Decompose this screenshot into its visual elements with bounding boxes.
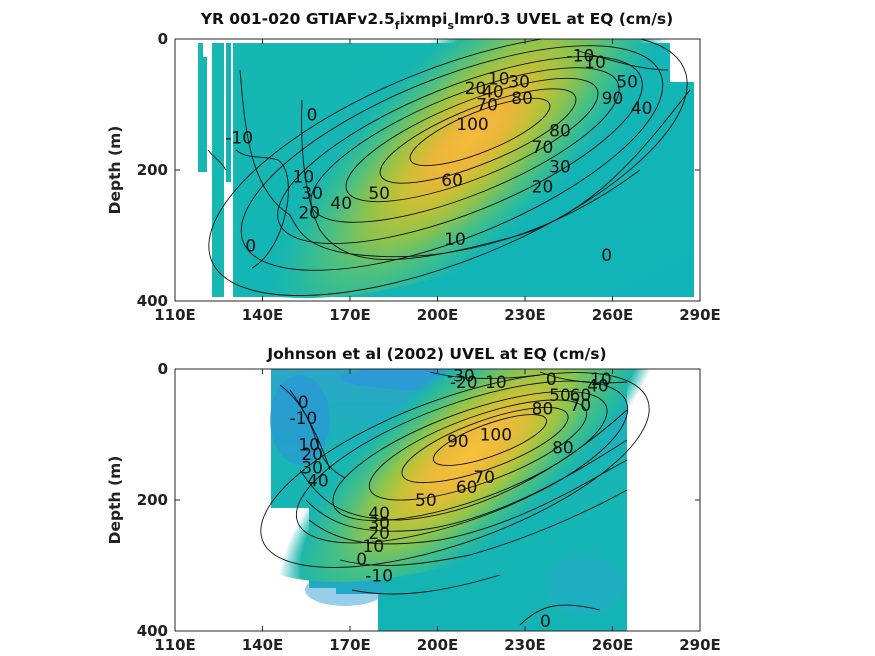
top-ytick-label: 400 (137, 292, 168, 310)
bottom-contour-label: 80 (552, 439, 574, 459)
bottom-contour-label: 0 (546, 370, 557, 390)
top-ylabel: Depth (m) (106, 126, 124, 215)
top-contour-label: 70 (476, 96, 498, 116)
top-title: YR 001-020 GTIAFv2.5fixmpislmr0.3 UVEL a… (200, 10, 674, 32)
top-xtick-label: 170E (329, 306, 371, 324)
top-contour-label: 50 (368, 184, 390, 204)
bottom-contour-label: 20 (368, 524, 390, 544)
top-ytick-label: 200 (137, 161, 168, 179)
top-contour-label: 50 (616, 73, 638, 93)
top-contour-label: 30 (508, 73, 530, 93)
bottom-contour-label: 30 (301, 458, 323, 478)
top-contour-label: 40 (482, 82, 504, 102)
bottom-ytick-label: 0 (158, 360, 168, 378)
bottom-xtick-label: 140E (242, 636, 284, 654)
bottom-xtick-label: 170E (329, 636, 371, 654)
bottom-ylabel: Depth (m) (106, 456, 124, 545)
bottom-contour-label: -10 (289, 409, 317, 429)
top-contour-label: -10 (567, 46, 595, 66)
bottom-title: Johnson et al (2002) UVEL at EQ (cm/s) (266, 345, 606, 363)
bottom-contour-label: 90 (447, 432, 469, 452)
top-contour-label: 10 (444, 230, 466, 250)
bottom-contour-label: 40 (368, 504, 390, 524)
top-contour-label: 0 (601, 246, 612, 266)
top-contour-label: 30 (549, 158, 571, 178)
top-xtick-label: 230E (504, 306, 546, 324)
bottom-contour-label: 10 (485, 373, 507, 393)
bottom-contour-label: 100 (480, 426, 512, 446)
top-contour-label: 10 (584, 53, 606, 73)
top-xtick-label: 110E (154, 306, 196, 324)
bottom-xtick-label: 230E (504, 636, 546, 654)
bottom-contour-label: 40 (587, 376, 609, 396)
bottom-panel: Johnson et al (2002) UVEL at EQ (cm/s) (106, 345, 721, 654)
top-contour-label: 10 (293, 168, 315, 188)
top-contour-label: 40 (330, 194, 352, 214)
bottom-xtick-label: 110E (154, 636, 196, 654)
bottom-jet-fill (232, 369, 700, 583)
bottom-contour-label: 70 (570, 396, 592, 416)
top-contour-label: 30 (301, 184, 323, 204)
bottom-contour-label: 20 (301, 445, 323, 465)
bottom-xtick-label: 200E (417, 636, 459, 654)
bottom-contour-label: 10 (363, 537, 385, 557)
top-contour-label: 80 (511, 89, 533, 109)
top-xtick-label: 290E (679, 306, 721, 324)
top-xtick-label: 260E (592, 306, 634, 324)
top-contour-label: 90 (602, 89, 624, 109)
top-panel: YR 001-020 GTIAFv2.5fixmpislmr0.3 UVEL a… (106, 10, 721, 324)
top-contour-label: 0 (307, 105, 318, 125)
top-contour-label: 20 (465, 79, 487, 99)
top-contour-label: 10 (488, 69, 510, 89)
bottom-contour-label: 60 (456, 478, 478, 498)
top-contour-label: 20 (298, 204, 320, 224)
top-contour-label: 20 (532, 177, 554, 197)
bottom-contour-label: 0 (298, 393, 309, 413)
bottom-contours (260, 371, 650, 626)
bottom-contour-label: 10 (298, 435, 320, 455)
top-contour-label: 100 (456, 115, 488, 135)
bottom-ytick-label: 200 (137, 491, 168, 509)
bottom-contour-label: 50 (549, 386, 571, 406)
top-contour-label: -10 (225, 128, 253, 148)
bottom-contour-label: 10 (590, 370, 612, 390)
top-contour-label: 80 (549, 122, 571, 142)
bottom-contour-label: 40 (307, 471, 329, 491)
bottom-contour-label: 0 (540, 612, 551, 632)
bottom-contour-label: 0 (356, 550, 367, 570)
top-contour-label: 40 (631, 99, 653, 119)
top-ytick-label: 0 (158, 30, 168, 48)
top-contour-label: 60 (441, 171, 463, 191)
bottom-ytick-label: 400 (137, 622, 168, 640)
top-xtick-label: 140E (242, 306, 284, 324)
bottom-contour-label: -10 (365, 566, 393, 586)
bottom-contour-label: 50 (415, 491, 437, 511)
top-contours (207, 39, 691, 297)
bottom-contour-label: -30 (447, 367, 475, 387)
bottom-xtick-label: 290E (679, 636, 721, 654)
bottom-xtick-label: 260E (592, 636, 634, 654)
bottom-contour-label: 30 (368, 514, 390, 534)
bottom-contour-label: 60 (570, 386, 592, 406)
bottom-contour-label: -20 (450, 373, 478, 393)
top-xtick-label: 200E (417, 306, 459, 324)
bottom-contour-label: 70 (473, 468, 495, 488)
top-contour-label: 0 (245, 236, 256, 256)
bottom-contour-label: 80 (532, 399, 554, 419)
top-contour-label: 70 (532, 138, 554, 158)
